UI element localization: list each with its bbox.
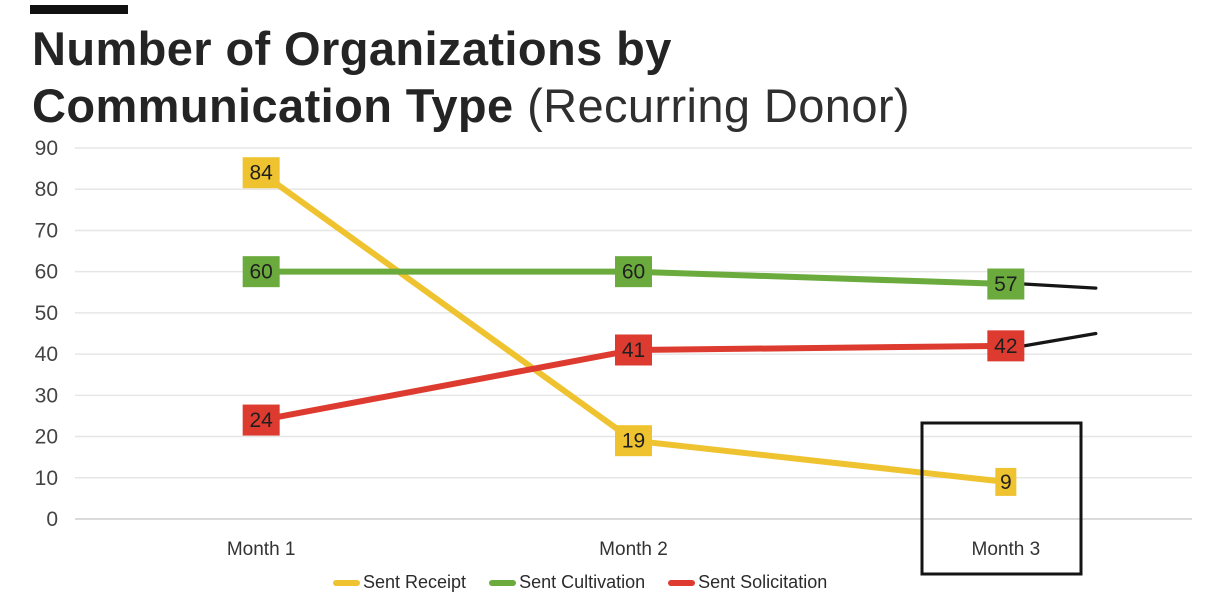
y-axis-tick-label: 20 [35,426,58,449]
x-axis-label: Month 3 [972,539,1041,560]
data-point-label: 24 [249,409,273,432]
projection-line-sent-solicitation [1022,331,1098,348]
data-point-marker-sent-receipt [242,157,280,189]
data-point-marker-sent-cultivation [615,256,652,288]
legend-swatch-sent-receipt-icon [333,579,360,586]
chart-legend: Sent Receipt Sent Cultivation Sent Solic… [333,572,827,593]
legend-item-sent-cultivation: Sent Cultivation [489,572,645,593]
data-point-marker-sent-receipt [995,467,1017,496]
legend-swatch-sent-cultivation-icon [489,579,517,586]
y-axis-tick-label: 0 [46,508,58,531]
y-axis-tick-label: 40 [35,343,58,366]
data-point-label: 60 [249,261,272,284]
legend-label: Sent Cultivation [519,572,646,592]
highlight-box-month-3 [920,421,1083,576]
data-point-label: 19 [622,430,645,453]
decorative-top-bar [30,5,128,14]
y-axis-tick-label: 90 [35,137,58,160]
data-point-label: 9 [1000,471,1012,494]
data-point-label: 60 [622,261,645,284]
title-line2-light: (Recurring Donor) [527,79,910,132]
data-point-marker-sent-cultivation [987,268,1025,300]
title-line1: Number of Organizations by [32,22,672,75]
data-point-label: 41 [622,339,645,362]
title-line2-bold: Communication Type [32,79,514,132]
data-point-label: 84 [249,162,273,185]
legend-label: Sent Receipt [363,572,467,592]
legend-item-sent-receipt: Sent Receipt [333,572,466,593]
data-point-label: 42 [994,335,1017,358]
data-point-marker-sent-solicitation [242,404,280,436]
y-axis-tick-label: 70 [35,219,58,242]
y-axis-tick-label: 10 [35,467,58,490]
y-axis-tick-label: 80 [35,178,58,201]
y-axis-tick-label: 30 [35,384,58,407]
data-point-label: 57 [994,273,1017,296]
x-axis-label: Month 2 [599,539,668,560]
page-title: Number of Organizations by Communication … [32,20,910,134]
y-axis-tick-label: 50 [35,302,58,325]
y-axis-tick-label: 60 [35,261,58,284]
projection-line-sent-cultivation [1022,282,1098,290]
legend-item-sent-solicitation: Sent Solicitation [668,572,827,593]
data-point-marker-sent-cultivation [242,256,280,288]
data-point-marker-sent-receipt [615,425,652,457]
legend-swatch-sent-solicitation-icon [668,579,696,586]
data-point-marker-sent-solicitation [615,334,652,366]
legend-label: Sent Solicitation [698,572,828,592]
x-axis-label: Month 1 [227,539,296,560]
data-point-marker-sent-solicitation [987,330,1025,362]
